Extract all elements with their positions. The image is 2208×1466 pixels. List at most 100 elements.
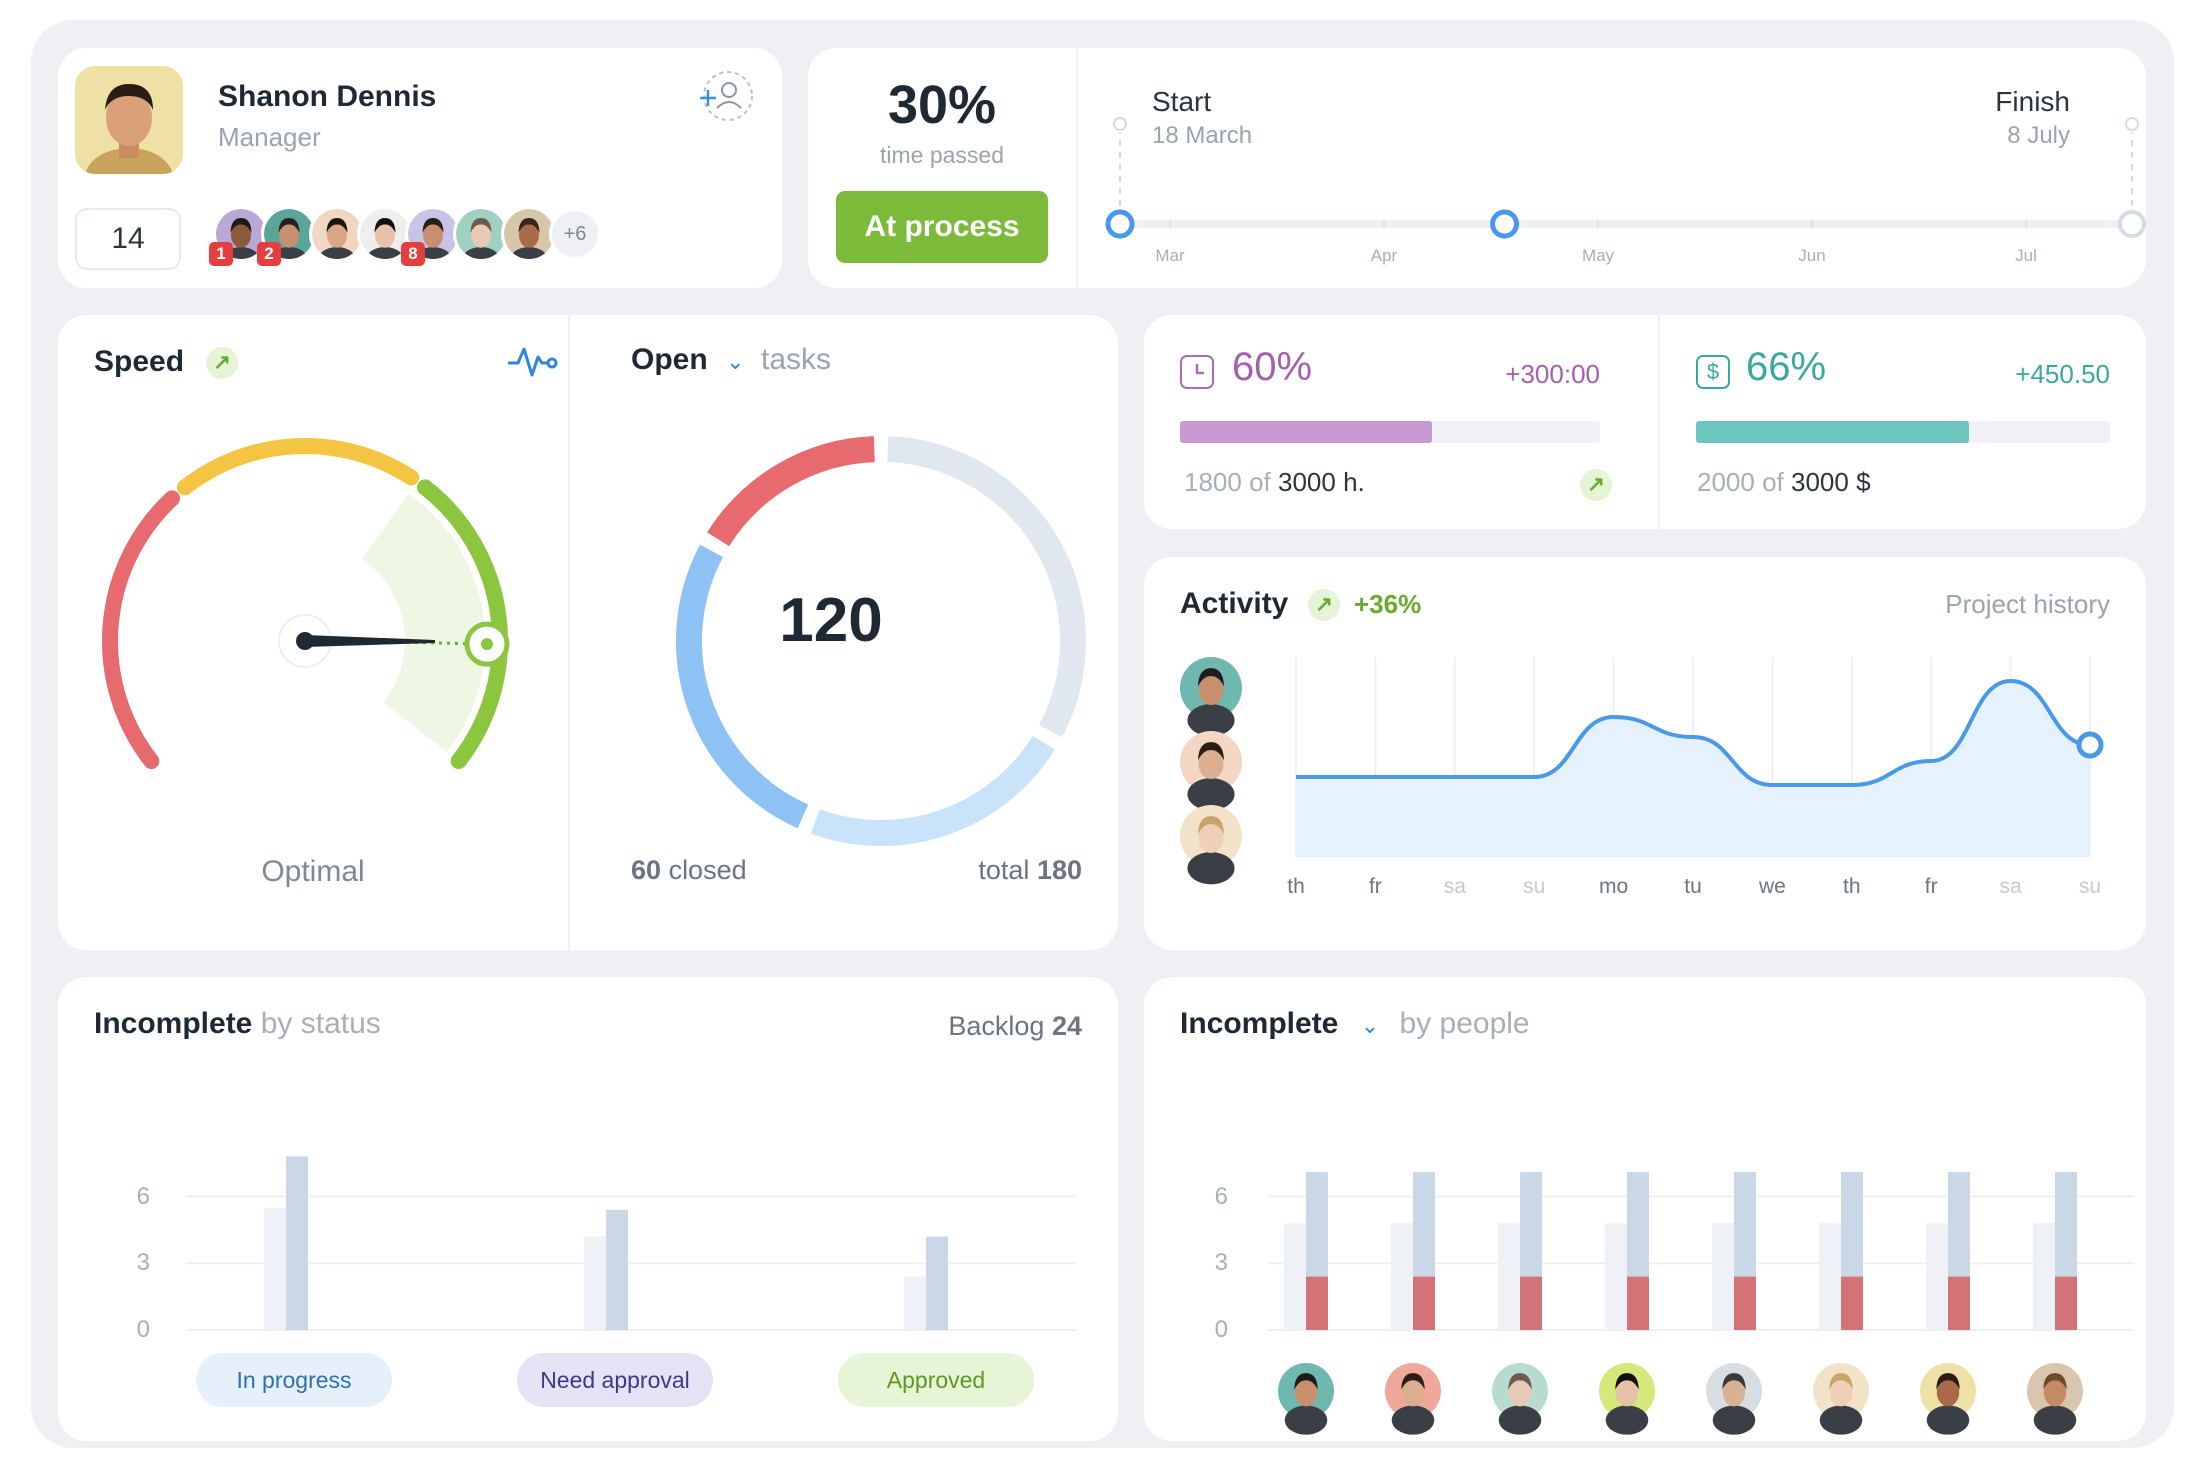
hours-progress: [1180, 421, 1600, 443]
chart-bar: [2033, 1223, 2055, 1330]
clock-icon: [1180, 355, 1214, 389]
avatar-hair: [1197, 816, 1225, 835]
gauge-needle: [305, 635, 435, 647]
chart-bar: [2055, 1276, 2077, 1330]
person-avatar-image: [1706, 1363, 1762, 1435]
timeline-months: Mar Apr May Jun Jul: [808, 48, 2146, 288]
chart-bar: [904, 1276, 926, 1330]
avatar-face: [471, 222, 491, 248]
person-avatar[interactable]: [1385, 1363, 1441, 1435]
team-avatar[interactable]: [453, 206, 509, 262]
person-avatar[interactable]: [1492, 1363, 1548, 1435]
status-pills: In progress Need approval Approved: [58, 977, 1034, 1407]
tasks-dropdown[interactable]: Open ⌄ tasks: [631, 343, 831, 383]
tasks-donut: [676, 436, 1086, 846]
person-avatar-image: [2027, 1363, 2083, 1435]
activity-change: +36%: [1354, 589, 1422, 619]
avatar-face: [375, 222, 395, 248]
activity-day-label: tu: [1684, 875, 1702, 898]
donut-segment-remaining: [887, 436, 1086, 738]
donut-segment-open: [810, 735, 1055, 846]
person-avatar-image: [1278, 1363, 1334, 1435]
timeline-track[interactable]: [808, 48, 2146, 288]
divider: [1076, 48, 1078, 288]
money-percent: 66%: [1746, 345, 1827, 389]
chart-bar: [1605, 1223, 1627, 1330]
people-subtitle: by people: [1399, 1007, 1530, 1040]
avatar-hair: [326, 218, 348, 233]
team-avatar[interactable]: [501, 206, 557, 262]
closed-label: closed: [668, 855, 747, 885]
finish-date: 8 July: [2007, 122, 2070, 149]
budget-card: 60% +300:00 1800 of 3000 h. ↗ $ 66% +450…: [1144, 315, 2146, 529]
y-tick-label: 6: [1214, 1182, 1228, 1210]
timeline-month-label: Jun: [1798, 246, 1826, 265]
status-title: Incomplete: [94, 1007, 253, 1040]
team-more[interactable]: +6: [549, 208, 601, 260]
people-title: Incomplete: [1180, 1007, 1339, 1040]
gauge-arc-mid: [176, 438, 420, 496]
profile-avatar[interactable]: [75, 66, 183, 174]
avatar-face: [1198, 822, 1224, 854]
hours-used: 1800: [1184, 467, 1242, 497]
avatar-hair: [1294, 1373, 1318, 1390]
y-tick-label: 6: [136, 1182, 150, 1210]
trend-up-icon: ↗: [1308, 589, 1340, 621]
people-avatars: [1144, 977, 2083, 1435]
money-text: 2000 of 3000 $: [1697, 467, 1871, 498]
person-avatar-image: [1813, 1363, 1869, 1435]
person-avatar[interactable]: [1813, 1363, 1869, 1435]
person-avatar[interactable]: [1278, 1363, 1334, 1435]
speed-title: Speed: [94, 345, 185, 378]
timeline-current-handle[interactable]: [1490, 209, 1520, 239]
status-pill[interactable]: Need approval: [517, 1353, 713, 1407]
project-history-link[interactable]: Project history: [1945, 589, 2110, 619]
chart-bar: [1520, 1276, 1542, 1330]
activity-area: [1296, 681, 2090, 857]
avatar-hair: [230, 218, 252, 233]
avatar-shoulders: [2033, 1405, 2077, 1435]
pulse-button[interactable]: [506, 341, 558, 381]
avatar-hair: [1197, 668, 1225, 687]
status-subtitle: by status: [260, 1007, 381, 1040]
hours-text: 1800 of 3000 h.: [1184, 467, 1365, 498]
people-dropdown[interactable]: Incomplete ⌄ by people: [1180, 1007, 1530, 1041]
add-user-icon: [700, 71, 753, 121]
avatar-shoulders: [1187, 704, 1235, 737]
timeline-month-label: May: [1581, 246, 1615, 265]
person-avatar[interactable]: [2027, 1363, 2083, 1435]
at-process-button[interactable]: At process: [836, 191, 1048, 263]
avatar-shoulders: [1391, 1405, 1435, 1435]
add-user-button[interactable]: [694, 68, 754, 128]
time-percent: 30%: [887, 75, 997, 135]
gauge-arc-high: [417, 479, 508, 770]
chart-bar: [1926, 1223, 1948, 1330]
activity-day-label: su: [1523, 875, 1546, 898]
avatar-shoulders: [1712, 1405, 1756, 1435]
status-pill[interactable]: Approved: [838, 1353, 1034, 1407]
tasks-closed: 60 closed: [631, 855, 747, 886]
avatar-face: [1615, 1378, 1639, 1407]
avatar-shoulders: [1605, 1405, 1649, 1435]
chart-bar: [1712, 1223, 1734, 1330]
activity-card: Activity ↗ +36% Project history th fr sa su…: [1144, 557, 2146, 950]
chart-bar: [1948, 1276, 1970, 1330]
speed-status: Optimal: [261, 855, 365, 888]
hours-percent: 60%: [1232, 345, 1313, 389]
avatar-face: [231, 222, 251, 248]
person-avatar[interactable]: [1599, 1363, 1655, 1435]
timeline-anchor: [1113, 117, 1127, 131]
profile-count[interactable]: 14: [75, 208, 181, 270]
chart-bar: [1498, 1223, 1520, 1330]
team-avatars: 1 2 8 +6: [209, 206, 653, 272]
person-avatar-image: [1385, 1363, 1441, 1435]
avatar-face: [279, 222, 299, 248]
timeline-month-label: Jul: [2015, 246, 2037, 265]
gauge-pivot: [296, 632, 314, 650]
status-pill[interactable]: In progress: [196, 1353, 392, 1407]
person-avatar[interactable]: [1706, 1363, 1762, 1435]
status-bar-chart: [186, 1156, 1076, 1331]
chart-bar: [1627, 1276, 1649, 1330]
team-avatar-image: [360, 209, 410, 259]
person-avatar[interactable]: [1920, 1363, 1976, 1435]
